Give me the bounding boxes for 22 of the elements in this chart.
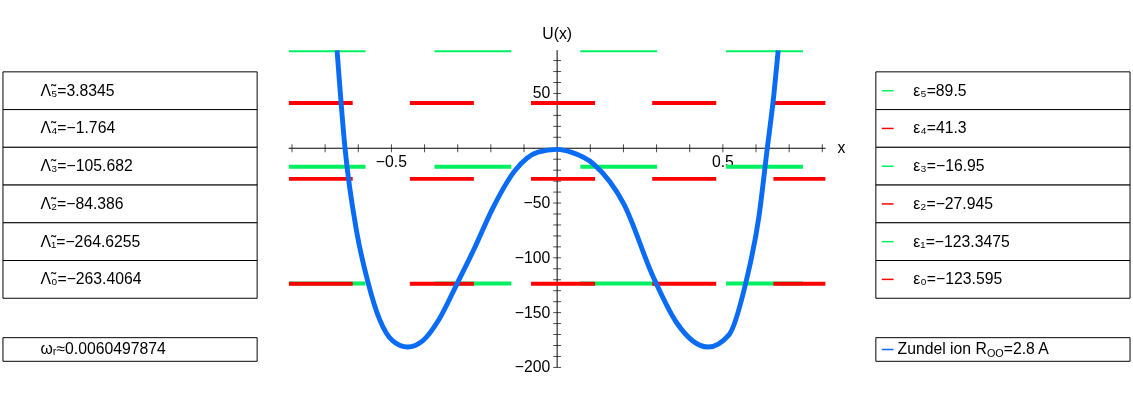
legend-label: ε₄=41.3 [913, 119, 967, 137]
y-tick-label: 50 [532, 84, 551, 102]
text: Λ̃₀=−263.4064 [40, 270, 142, 288]
line-series [334, 50, 781, 350]
text: Λ̃₂=−84.386 [40, 194, 124, 212]
text: Λ̃₁=−264.6255 [40, 232, 141, 250]
legend-label: ε₅=89.5 [913, 81, 967, 99]
y-tick-label: −200 [514, 358, 551, 376]
legend-label: ε₁=−123.3475 [913, 232, 1010, 250]
text: Λ̃₄=−1.764 [40, 119, 116, 137]
text: Λ̃₅=3.8345 [40, 81, 115, 99]
legend-label: ε₀=−123.595 [913, 270, 1003, 288]
y-tick-label: −150 [514, 303, 551, 321]
text: Λ̃₃=−105.682 [40, 157, 133, 175]
y-tick-label: −100 [514, 248, 551, 266]
legend-label: ε₂=−27.945 [913, 194, 994, 212]
x-axis-title: x [837, 139, 846, 157]
legend-label: ε₃=−16.95 [913, 157, 985, 175]
y-tick-label: −50 [523, 193, 551, 211]
y-axis-title: U(x) [542, 25, 573, 43]
text: ωᵣ≈0.0060497874 [40, 340, 167, 358]
x-tick-label: −0.5 [375, 152, 408, 170]
